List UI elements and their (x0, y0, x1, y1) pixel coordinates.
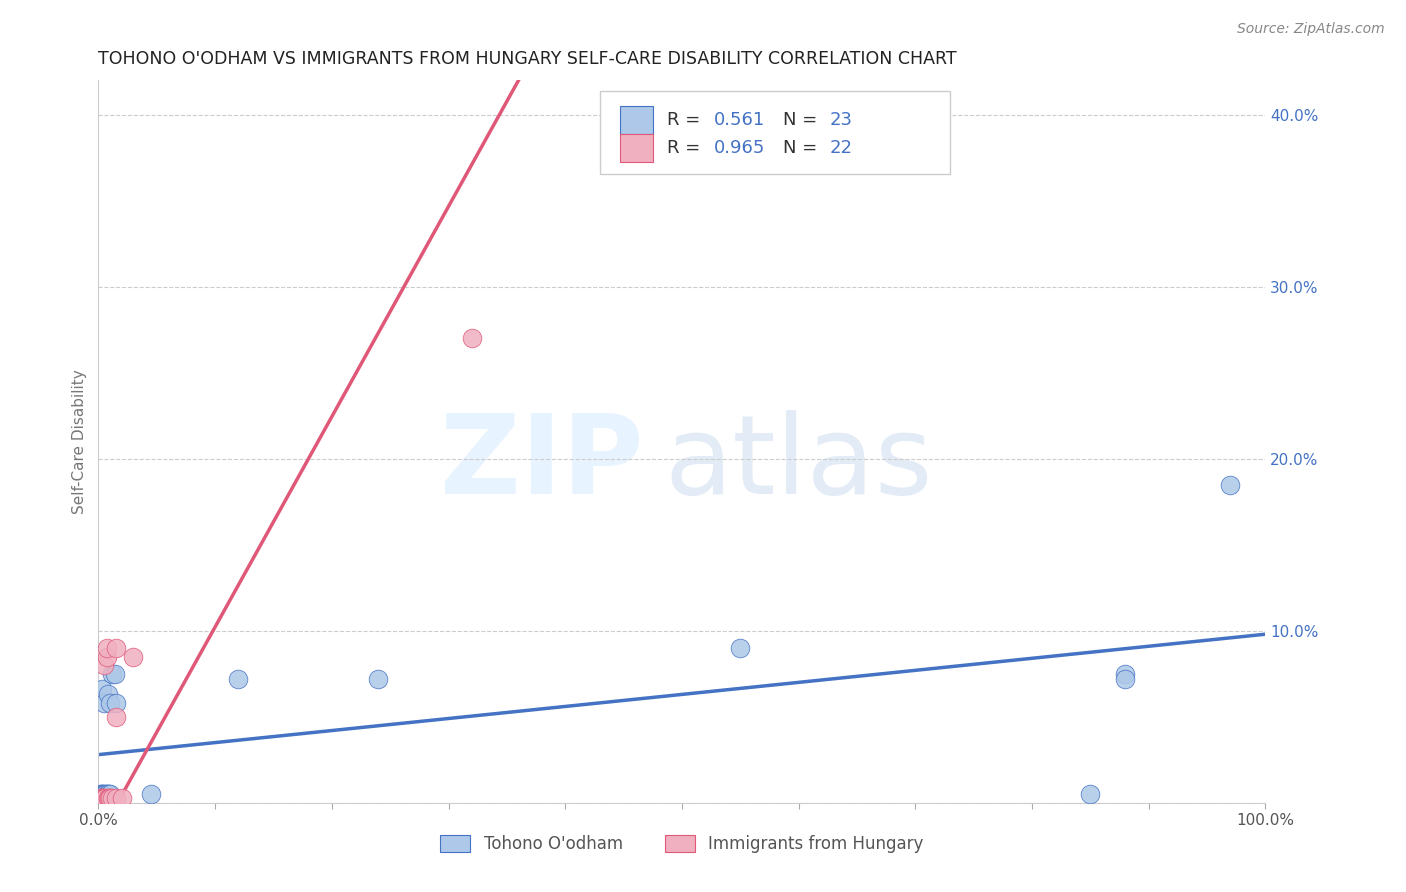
Point (730, 640, 752, 655)
Point (1114, 672, 1136, 686)
Point (90, 790, 112, 805)
Point (101, 790, 124, 805)
Point (111, 790, 134, 805)
Point (96, 649, 118, 664)
Point (96, 787, 118, 801)
Point (1219, 477, 1241, 491)
Point (461, 331, 484, 345)
Point (98, 787, 121, 801)
Bar (620, 135, 652, 162)
Point (94, 787, 117, 801)
Text: Source: ZipAtlas.com: Source: ZipAtlas.com (1237, 22, 1385, 37)
Text: 0.561: 0.561 (713, 111, 765, 129)
Point (104, 790, 127, 805)
Point (104, 710, 127, 724)
Point (96, 640, 118, 655)
Point (367, 672, 389, 686)
Y-axis label: Self-Care Disability: Self-Care Disability (72, 369, 87, 514)
Point (98, 790, 121, 805)
Point (96, 787, 118, 801)
Point (97, 787, 120, 801)
Point (97, 687, 120, 701)
Point (104, 666, 127, 681)
Point (98, 696, 121, 710)
Point (90, 787, 112, 801)
Point (1114, 666, 1136, 681)
Point (139, 787, 162, 801)
Point (1080, 787, 1102, 801)
Point (122, 649, 145, 664)
Point (104, 640, 127, 655)
Point (93, 696, 115, 710)
Point (90, 790, 112, 805)
Point (93, 658, 115, 673)
Point (90, 682, 112, 697)
Bar (620, 106, 652, 134)
Point (90, 787, 112, 801)
Text: R =: R = (666, 111, 706, 129)
Point (91, 787, 114, 801)
Point (97, 787, 120, 801)
Point (93, 790, 115, 805)
FancyBboxPatch shape (600, 91, 950, 174)
Text: 22: 22 (830, 139, 853, 157)
Point (94, 789, 117, 803)
Point (91, 790, 114, 805)
Point (104, 696, 127, 710)
Legend: Tohono O'odham, Immigrants from Hungary: Tohono O'odham, Immigrants from Hungary (434, 828, 929, 860)
Point (97, 790, 120, 805)
Point (93, 787, 115, 801)
Text: atlas: atlas (665, 409, 932, 516)
Text: 23: 23 (830, 111, 853, 129)
Point (228, 672, 250, 686)
Text: ZIP: ZIP (440, 409, 644, 516)
Point (90, 787, 112, 801)
Text: N =: N = (783, 111, 824, 129)
Text: 0.965: 0.965 (713, 139, 765, 157)
Point (101, 666, 124, 681)
Text: R =: R = (666, 139, 706, 157)
Text: N =: N = (783, 139, 824, 157)
Point (97, 790, 120, 805)
Text: TOHONO O'ODHAM VS IMMIGRANTS FROM HUNGARY SELF-CARE DISABILITY CORRELATION CHART: TOHONO O'ODHAM VS IMMIGRANTS FROM HUNGAR… (98, 50, 957, 68)
Point (94, 790, 117, 805)
